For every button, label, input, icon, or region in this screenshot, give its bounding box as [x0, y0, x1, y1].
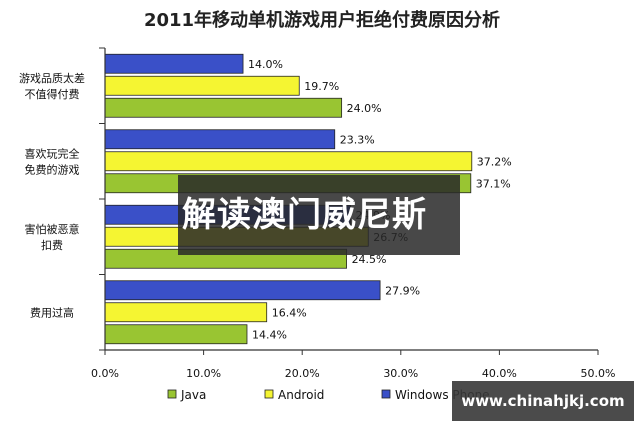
legend-swatch [167, 389, 177, 399]
bar-java [104, 97, 343, 118]
bar-android [104, 302, 268, 323]
data-label: 14.0% [248, 58, 283, 71]
axis-layer: 0.0% 10.0% 20.0% 30.0% 40.0% 50.0% [91, 47, 616, 380]
data-label: 23.3% [340, 133, 375, 146]
bar-windows-phone [104, 129, 336, 150]
data-label: 24.0% [347, 102, 382, 115]
bar-windows-phone [104, 280, 381, 301]
data-label: 27.9% [385, 284, 420, 297]
x-tick-label: 40.0% [482, 367, 517, 380]
category-label: 不值得付费 [25, 88, 80, 101]
category-label: 害怕被恶意 [25, 222, 80, 236]
data-label: 37.2% [477, 155, 512, 168]
legend-label: Java [180, 388, 206, 402]
legend-swatch [381, 389, 391, 399]
x-tick-label: 0.0% [91, 367, 119, 380]
bar-windows-phone [104, 53, 244, 74]
category-label: 喜欢玩完全 [25, 146, 80, 160]
x-tick-label: 50.0% [581, 367, 616, 380]
bar-java [104, 324, 248, 345]
category-label: 免费的游戏 [25, 162, 80, 176]
x-tick-label: 20.0% [285, 367, 320, 380]
data-label: 16.4% [272, 306, 307, 319]
data-label: 37.1% [476, 177, 511, 190]
legend-swatch [264, 389, 274, 399]
data-label: 19.7% [304, 80, 339, 93]
x-tick-label: 10.0% [186, 367, 221, 380]
data-label: 24.5% [352, 253, 387, 266]
bar-android [104, 151, 473, 172]
bar-android [104, 75, 300, 96]
legend: Java Android Windows Phone [167, 388, 490, 402]
overlay-headline: 解读澳门威尼斯 [178, 175, 460, 255]
category-label: 费用过高 [30, 305, 74, 319]
chart-title: 2011年移动单机游戏用户拒绝付费原因分析 [144, 9, 500, 31]
legend-label: Android [278, 388, 324, 402]
category-label: 游戏品质太差 [19, 71, 85, 85]
category-label: 扣费 [41, 238, 63, 252]
watermark-badge: www.chinahjkj.com [452, 381, 634, 421]
x-tick-label: 30.0% [383, 367, 418, 380]
data-label: 14.4% [252, 328, 287, 341]
